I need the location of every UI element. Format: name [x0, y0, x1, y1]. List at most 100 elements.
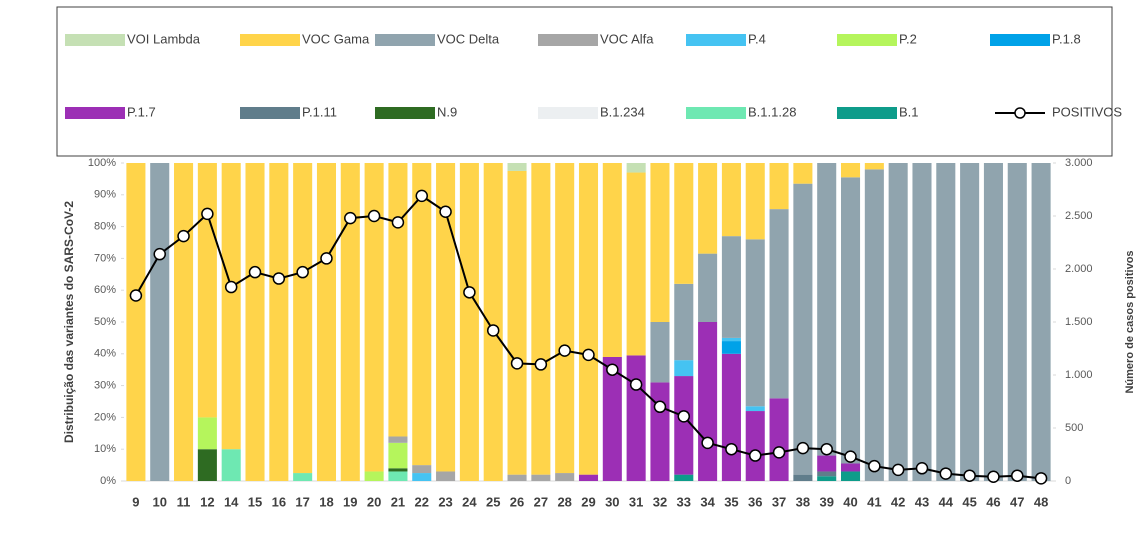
- y-tick-label: 0%: [100, 475, 116, 487]
- bar-segment: [769, 209, 789, 399]
- legend-swatch: [990, 34, 1050, 46]
- y-tick-label: 80%: [94, 221, 116, 233]
- x-tick-label: 28: [557, 494, 571, 509]
- bar-segment: [721, 236, 741, 338]
- line-marker: [510, 357, 524, 370]
- legend-label: P.4: [748, 31, 766, 46]
- bar-segment: [578, 474, 599, 481]
- y-tick-label: 20%: [94, 411, 116, 423]
- bar-segment: [650, 382, 670, 481]
- x-tick-label: 20: [367, 494, 381, 509]
- line-marker: [891, 463, 905, 477]
- legend-swatch: [375, 34, 435, 46]
- y-tick-label: 70%: [94, 252, 116, 264]
- legend-label: B.1: [899, 104, 919, 119]
- x-tick-label: 33: [677, 494, 691, 509]
- bar-segment: [221, 449, 241, 481]
- x-tick-label: 44: [939, 494, 954, 509]
- bar-segment: [745, 239, 765, 407]
- bar-segment: [245, 163, 265, 481]
- bar-segment: [412, 163, 432, 466]
- bar-segment: [626, 163, 646, 173]
- bar-segment: [745, 406, 765, 412]
- bar-segment: [150, 163, 170, 481]
- line-marker: [606, 363, 619, 376]
- x-tick-label: 10: [152, 494, 166, 509]
- line-marker: [344, 211, 357, 225]
- x-tick-label: 21: [391, 494, 405, 509]
- y2-tick-label: 2.000: [1065, 263, 1093, 275]
- x-tick-label: 46: [986, 494, 1000, 509]
- bar-segment: [459, 163, 479, 481]
- bar-segment: [412, 473, 432, 481]
- x-tick-label: 34: [700, 494, 715, 509]
- bar-segment: [698, 322, 718, 481]
- bar-segment: [507, 474, 527, 481]
- x-tick-label: 48: [1034, 494, 1048, 509]
- bar-segment: [721, 337, 741, 342]
- y-tick-label: 10%: [94, 443, 116, 455]
- legend-box: [56, 6, 1113, 157]
- bar-segment: [793, 163, 813, 184]
- line-marker: [868, 459, 881, 473]
- legend-label: VOC Alfa: [600, 31, 654, 46]
- bar-segment: [507, 170, 527, 475]
- y-tick-label: 40%: [94, 348, 116, 360]
- bar-segment: [388, 442, 408, 469]
- line-marker: [463, 286, 476, 299]
- y-axis-title: Distribuição das variantes do SARS-CoV-2: [62, 201, 76, 443]
- x-tick-label: 41: [867, 494, 881, 509]
- line-marker: [320, 252, 333, 265]
- line-marker: [915, 462, 929, 475]
- line-marker: [772, 446, 786, 459]
- y2-tick-label: 1.500: [1065, 316, 1093, 328]
- line-marker: [1011, 469, 1024, 482]
- x-tick-label: 19: [343, 494, 357, 509]
- legend-swatch: [375, 107, 435, 119]
- bar-segment: [388, 163, 408, 437]
- legend-swatch: [837, 107, 897, 119]
- x-tick-label: 25: [486, 494, 500, 509]
- bar-segment: [840, 177, 861, 464]
- bar-segment: [269, 163, 289, 481]
- bar-segment: [674, 360, 694, 377]
- bar-segment: [912, 163, 932, 481]
- bar-segment: [888, 163, 908, 481]
- bar-segment: [602, 163, 622, 357]
- bar-segment: [650, 322, 670, 383]
- bar-segment: [650, 163, 670, 322]
- x-tick-label: 18: [319, 494, 333, 509]
- bar-segment: [817, 163, 837, 456]
- bar-segment: [864, 169, 884, 482]
- y2-axis-title: Número de casos positivos: [1124, 250, 1136, 393]
- bar-segment: [626, 355, 646, 481]
- bar-segment: [840, 163, 861, 178]
- bar-segment: [721, 353, 741, 481]
- bar-segment: [197, 417, 217, 450]
- line-marker: [367, 209, 381, 223]
- y2-tick-label: 500: [1065, 422, 1083, 434]
- line-marker: [987, 470, 1000, 484]
- x-tick-label: 47: [1010, 494, 1024, 509]
- bar-segment: [364, 471, 384, 481]
- bar-segment: [674, 283, 694, 361]
- bar-segment: [293, 163, 313, 474]
- x-tick-label: 29: [581, 494, 595, 509]
- bar-segment: [817, 471, 837, 477]
- legend-swatch: [686, 107, 746, 119]
- bar-segment: [578, 163, 599, 475]
- line-marker: [963, 469, 976, 482]
- x-tick-label: 9: [132, 494, 139, 509]
- line-marker: [415, 189, 429, 203]
- legend-label: P.1.7: [127, 104, 156, 119]
- bar-segment: [483, 163, 503, 481]
- line-marker: [677, 410, 691, 423]
- bar-segment: [531, 163, 551, 475]
- bar-segment: [531, 474, 551, 481]
- y2-tick-label: 3.000: [1065, 157, 1093, 169]
- legend-label: VOC Gama: [302, 31, 370, 46]
- line-marker: [296, 265, 309, 279]
- line-marker: [439, 205, 452, 219]
- bar-segment: [769, 398, 789, 481]
- x-tick-label: 32: [653, 494, 667, 509]
